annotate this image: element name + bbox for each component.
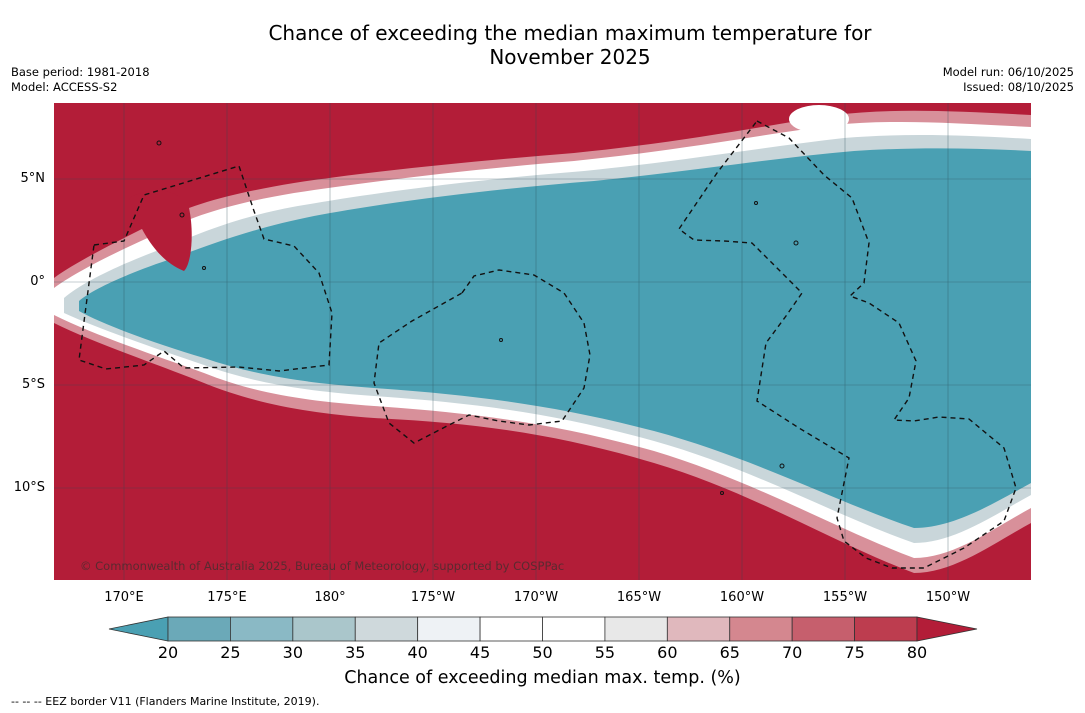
colorbar-tick-label: 70 xyxy=(781,643,803,662)
lon-label-180: 180° xyxy=(314,590,346,605)
lon-label-150w: 150°W xyxy=(925,590,971,605)
meta-left: Base period: 1981-2018 Model: ACCESS-S2 xyxy=(11,65,150,95)
model-name: Model: ACCESS-S2 xyxy=(11,80,118,94)
colorbar-segment xyxy=(791,616,855,642)
colorbar-segment xyxy=(479,616,543,642)
lat-label-5n: 5°N xyxy=(20,171,46,186)
colorbar-tick-label: 40 xyxy=(407,643,428,662)
colorbar-segment xyxy=(604,616,668,642)
colorbar-extend-high xyxy=(916,616,978,642)
title-line-1: Chance of exceeding the median maximum t… xyxy=(268,21,872,45)
base-period: Base period: 1981-2018 xyxy=(11,65,150,79)
colorbar-segment xyxy=(417,616,481,642)
lon-label-170e: 170°E xyxy=(104,590,144,605)
lon-label-160w: 160°W xyxy=(719,590,765,605)
warm-patch-north xyxy=(789,105,849,133)
colorbar-segment xyxy=(230,616,294,642)
lon-label-175w: 175°W xyxy=(410,590,456,605)
lat-label-10s: 10°S xyxy=(13,480,45,495)
colorbar-tick-label: 75 xyxy=(844,643,865,662)
colorbar-segment xyxy=(292,616,356,642)
colorbar-extend-low xyxy=(108,616,169,642)
colorbar-tick-label: 25 xyxy=(220,643,241,662)
colorbar-segment xyxy=(854,616,918,642)
colorbar-segment xyxy=(666,616,731,642)
chart-title: Chance of exceeding the median maximum t… xyxy=(200,21,940,69)
meta-right: Model run: 06/10/2025 Issued: 08/10/2025 xyxy=(943,65,1074,95)
eez-legend: -- -- -- EEZ border V11 (Flanders Marine… xyxy=(11,695,320,708)
lat-label-5s: 5°S xyxy=(21,377,45,392)
colorbar-tick-label: 55 xyxy=(594,643,616,662)
below-median-field xyxy=(79,148,1031,528)
model-run: Model run: 06/10/2025 xyxy=(942,65,1074,79)
colorbar-tick-label: 20 xyxy=(157,643,179,662)
lon-label-165w: 165°W xyxy=(616,590,662,605)
eez-borders xyxy=(78,120,1017,569)
lat-label-0: 0° xyxy=(30,274,45,289)
colorbar-tick-label: 45 xyxy=(469,643,491,662)
islands xyxy=(156,140,799,495)
map-grid xyxy=(54,103,1031,580)
warm-intrusion xyxy=(129,190,192,271)
colorbar-label: Chance of exceeding median max. temp. (%… xyxy=(344,668,741,688)
colorbar-tick-label: 50 xyxy=(532,643,553,662)
lon-label-170w: 170°W xyxy=(513,590,559,605)
colorbar-tick-label: 30 xyxy=(282,643,303,662)
lon-label-155w: 155°W xyxy=(822,590,868,605)
copyright-notice: © Commonwealth of Australia 2025, Bureau… xyxy=(80,559,565,573)
colorbar-segment xyxy=(729,616,793,642)
colorbar-segment xyxy=(542,616,606,642)
map-panel xyxy=(54,103,1031,580)
colorbar-tick-label: 65 xyxy=(719,643,740,662)
lon-label-175e: 175°E xyxy=(207,590,247,605)
colorbar-tick-label: 80 xyxy=(906,643,928,662)
issued-date: Issued: 08/10/2025 xyxy=(963,80,1074,94)
colorbar-segment xyxy=(167,616,231,642)
colorbar-tick-label: 60 xyxy=(657,643,678,662)
colorbar-tick-label: 35 xyxy=(345,643,366,662)
title-line-2: November 2025 xyxy=(489,45,651,69)
colorbar-segments xyxy=(167,616,918,642)
colorbar-segment xyxy=(354,616,419,642)
